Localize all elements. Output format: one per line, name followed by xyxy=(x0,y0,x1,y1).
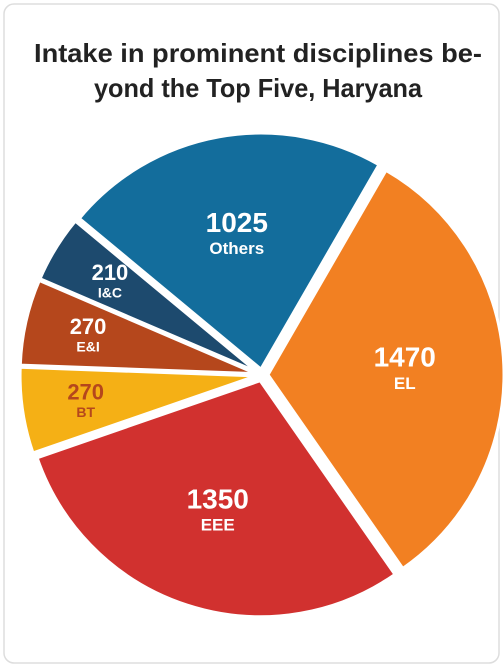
slice-category-label: Others xyxy=(209,239,264,258)
pie-slice xyxy=(38,219,258,374)
pie-slice xyxy=(18,278,257,376)
slice-category-label: EEE xyxy=(201,516,235,535)
slice-value-label: 210 xyxy=(92,260,129,285)
chart-title: Intake in prominent disciplines be- xyxy=(34,38,482,68)
slice-category-label: EL xyxy=(394,374,416,393)
slice-category-label: I&C xyxy=(98,285,122,301)
chart-title: yond the Top Five, Haryana xyxy=(94,73,423,103)
slice-value-label: 1470 xyxy=(374,342,436,373)
pie-slice xyxy=(18,365,257,455)
slice-category-label: BT xyxy=(76,404,95,420)
pie-slice xyxy=(77,131,381,372)
slice-value-label: 1025 xyxy=(206,207,268,238)
slice-value-label: 1350 xyxy=(187,483,249,514)
pie-slice xyxy=(266,168,503,571)
pie-slice xyxy=(35,378,398,619)
slice-category-label: E&I xyxy=(76,339,99,355)
slice-value-label: 270 xyxy=(70,314,107,339)
slice-value-label: 270 xyxy=(67,379,104,404)
